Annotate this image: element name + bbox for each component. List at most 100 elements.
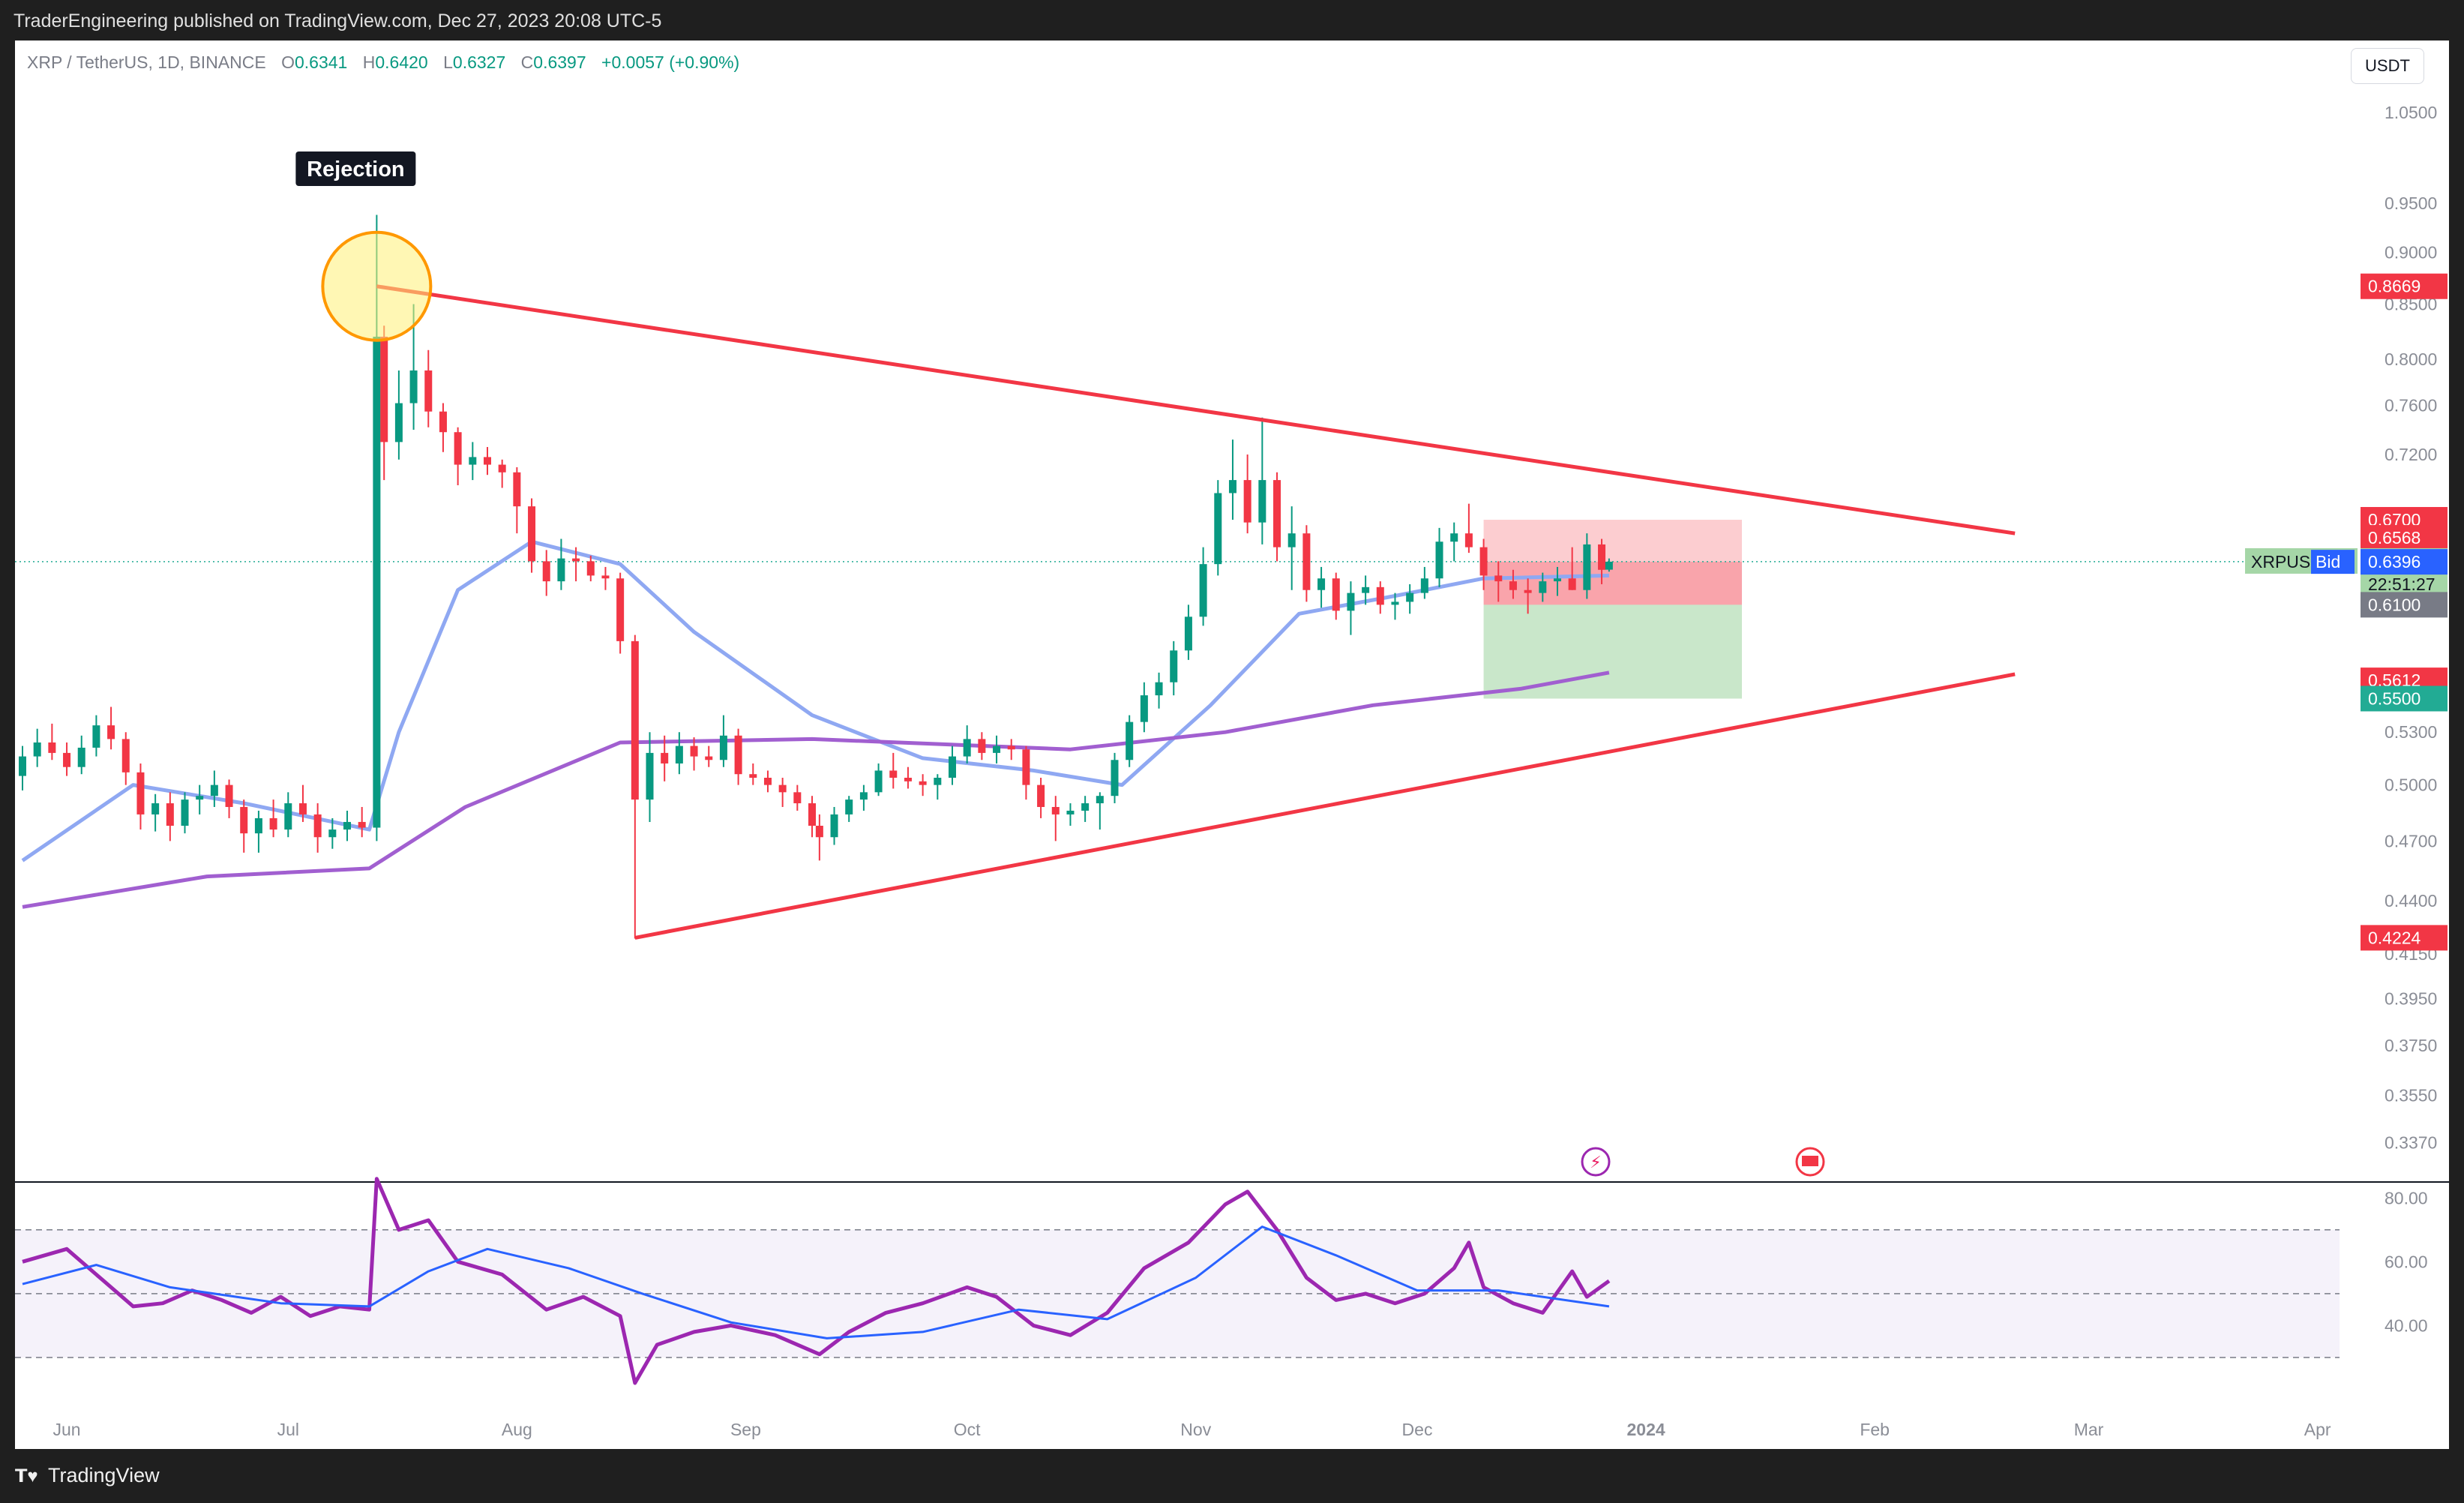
candle-body: [1509, 581, 1517, 590]
candle-body: [298, 803, 307, 814]
candle-body: [675, 746, 683, 764]
rejection-label-bg: [295, 152, 416, 186]
price-tag-bg: [2361, 273, 2448, 299]
candle-body: [439, 411, 447, 433]
candle-body: [690, 746, 698, 757]
candle-body: [830, 814, 838, 838]
candle-body: [33, 742, 41, 757]
candle-body: [542, 561, 550, 582]
rsi-line-2: [22, 1226, 1610, 1340]
candle-body: [661, 752, 669, 764]
price-tag-bg: [2361, 925, 2448, 951]
brand-name[interactable]: TradingView: [48, 1464, 160, 1486]
candle-body: [151, 803, 160, 814]
candle-body: [1184, 616, 1192, 651]
candle-body: [1302, 533, 1311, 590]
candle-body: [1420, 578, 1428, 593]
candle-body: [77, 747, 85, 767]
currency-button[interactable]: USDT: [2351, 48, 2424, 84]
price-axis-tick: 0.4700: [2385, 831, 2437, 850]
rsi-axis-tick: 60.00: [2385, 1252, 2428, 1271]
candle-body: [1258, 480, 1266, 523]
price-axis-tick: 0.3750: [2385, 1036, 2437, 1055]
candle-body: [1096, 796, 1104, 804]
candle-body: [1066, 810, 1075, 814]
rejection-label: Rejection: [307, 158, 405, 182]
price-tag-value: 0.6396: [2368, 552, 2421, 572]
candle-body: [92, 725, 100, 748]
candle-body: [528, 506, 536, 562]
candle-body: [409, 370, 418, 404]
open-label: O: [281, 52, 295, 72]
candle-body: [1347, 592, 1355, 611]
candle-body: [1170, 650, 1178, 682]
candle-body: [763, 777, 772, 785]
candle-body: [919, 781, 927, 785]
price-axis-tick: 0.7600: [2385, 396, 2437, 416]
candle-body: [1406, 592, 1414, 602]
position-stop-zone: [1483, 520, 1743, 562]
price-axis-tick: 0.9000: [2385, 242, 2437, 262]
candle-body: [646, 752, 654, 800]
low-label: L: [443, 52, 453, 72]
candle-body: [484, 457, 491, 465]
candle-body: [394, 403, 403, 442]
time-axis-tick: Jul: [277, 1420, 299, 1439]
candle-body: [380, 336, 388, 442]
lightning-icon: ⚡: [1590, 1154, 1601, 1172]
candle-body: [1037, 784, 1045, 807]
time-axis-tick: 2024: [1626, 1420, 1665, 1439]
candle-body: [586, 561, 595, 576]
countdown-timer: 22:51:27: [2368, 574, 2436, 594]
candle-body: [196, 796, 204, 800]
candle-body: [210, 784, 218, 796]
candle-body: [254, 818, 262, 834]
time-axis-tick: Jun: [53, 1420, 81, 1439]
candle-body: [1111, 760, 1119, 796]
candle-body: [1376, 586, 1384, 605]
candle-body: [343, 821, 352, 830]
chart-canvas[interactable]: Rejection⚡1.05000.95000.90000.85000.8000…: [15, 40, 2449, 1449]
time-axis-tick: Aug: [502, 1420, 532, 1439]
candle-body: [1051, 806, 1060, 814]
candle-body: [874, 770, 883, 793]
candle-body: [373, 336, 381, 828]
candle-body: [1273, 480, 1281, 548]
price-tag-value: 0.6568: [2368, 528, 2421, 548]
candle-body: [1362, 586, 1370, 593]
candle-body: [424, 370, 433, 412]
candle-body: [498, 464, 506, 472]
time-axis-tick: Mar: [2074, 1420, 2104, 1439]
candle-body: [1435, 542, 1443, 579]
candle-body: [1022, 749, 1030, 785]
symbol-name[interactable]: XRP / TetherUS, 1D, BINANCE: [27, 52, 266, 72]
candle-body: [904, 777, 912, 782]
candle-body: [136, 772, 145, 814]
high-label: H: [362, 52, 376, 72]
candle-body: [616, 578, 625, 641]
candle-body: [1605, 561, 1613, 570]
chart-frame: Rejection ⚡ 1.0500 0.9500 0.9000 0.8500 0.8000…: [15, 40, 2449, 1449]
high-value: 0.6420: [375, 52, 428, 72]
rsi-axis-tick: 80.00: [2385, 1188, 2428, 1208]
price-tag-bg: [2361, 686, 2448, 712]
candle-body: [166, 803, 174, 826]
bid-label-bg: [2311, 550, 2355, 574]
change-value: +0.0057 (+0.90%): [601, 52, 740, 72]
candle-body: [1007, 746, 1015, 750]
candle-body: [793, 792, 802, 804]
candle-body: [705, 756, 713, 760]
tradingview-logo-icon[interactable]: 𝗧♥: [15, 1466, 38, 1486]
open-value: 0.6341: [295, 52, 348, 72]
trendline-lower: [634, 672, 2016, 940]
candle-body: [572, 558, 580, 562]
rsi-line-1: [22, 1177, 1611, 1385]
candle-body: [1317, 578, 1326, 590]
time-axis-tick: Dec: [1402, 1420, 1433, 1439]
symbol-legend: XRP / TetherUS, 1D, BINANCE O0.6341 H0.6…: [27, 52, 739, 73]
candle-body: [808, 803, 817, 826]
close-label: C: [520, 52, 534, 72]
price-tag-value: 0.5500: [2368, 688, 2421, 708]
candle-body: [121, 739, 130, 772]
candle-body: [845, 800, 853, 814]
